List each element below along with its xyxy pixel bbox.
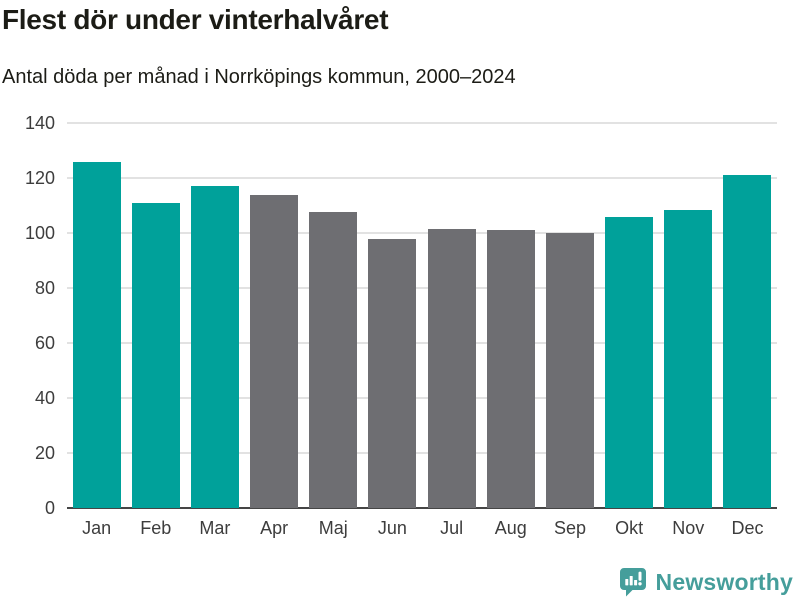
bar-slot [245,123,304,508]
x-tick-label: Nov [672,518,705,538]
y-tick-label: 100 [24,223,55,243]
x-axis-line [67,507,777,509]
gridline [67,452,777,454]
bar-apr [250,194,299,508]
bar-mar [190,186,239,508]
bar-slot [126,123,185,508]
y-tick-label: 20 [34,443,55,463]
gridline [67,397,777,399]
bar-jan [72,161,121,508]
x-tick-label: Dec [731,518,764,538]
page-subtitle: Antal döda per månad i Norrköpings kommu… [2,66,516,88]
bar-slot [304,123,363,508]
y-tick-label: 0 [44,498,55,518]
x-tick-label: Feb [140,518,172,538]
bar-slot [600,123,659,508]
y-axis: 0 20 40 60 80 100 120 140 [0,114,55,517]
gridline [67,342,777,344]
bar-feb [131,202,180,508]
x-tick-label: Jul [440,518,464,538]
x-tick-label: Jan [82,518,112,538]
x-tick-label: Mar [199,518,231,538]
bar-nov [664,209,713,508]
page-title: Flest dör under vinterhalvåret [2,4,389,35]
x-tick-label: Okt [615,518,644,538]
brand-name: Newsworthy [655,568,793,595]
gridline [67,287,777,289]
bar-jun [368,238,417,508]
brand-footer: Newsworthy [619,567,793,597]
bar-okt [605,216,654,508]
bar-aug [486,230,535,508]
bar-dec [723,175,772,508]
bars [67,123,777,508]
bar-slot [659,123,718,508]
x-tick-label: Maj [318,518,348,538]
newsworthy-logo-icon [619,568,646,597]
bar-slot [481,123,540,508]
bar-slot [363,123,422,508]
gridline [67,177,777,179]
gridline [67,122,777,124]
gridline [67,232,777,234]
y-tick-label: 40 [34,388,55,408]
y-tick-label: 60 [34,333,55,353]
bar-slot [540,123,599,508]
plot-area [67,122,777,509]
x-tick-label: Sep [553,518,586,538]
y-tick-label: 140 [24,113,55,133]
bar-jul [427,228,476,508]
x-tick-label: Apr [260,518,289,538]
x-tick-label: Jun [377,518,407,538]
y-tick-label: 80 [34,278,55,298]
y-tick-label: 120 [24,168,55,188]
x-tick-label: Aug [494,518,527,538]
bar-slot [185,123,244,508]
bar-slot [422,123,481,508]
bar-slot [67,123,126,508]
bar-slot [718,123,777,508]
x-axis: Jan Feb Mar Apr Maj Jun Jul Aug Sep Okt Nov Dec [67,518,777,539]
bar-sep [545,233,594,508]
gridlines [67,122,777,509]
bar-maj [309,212,358,508]
